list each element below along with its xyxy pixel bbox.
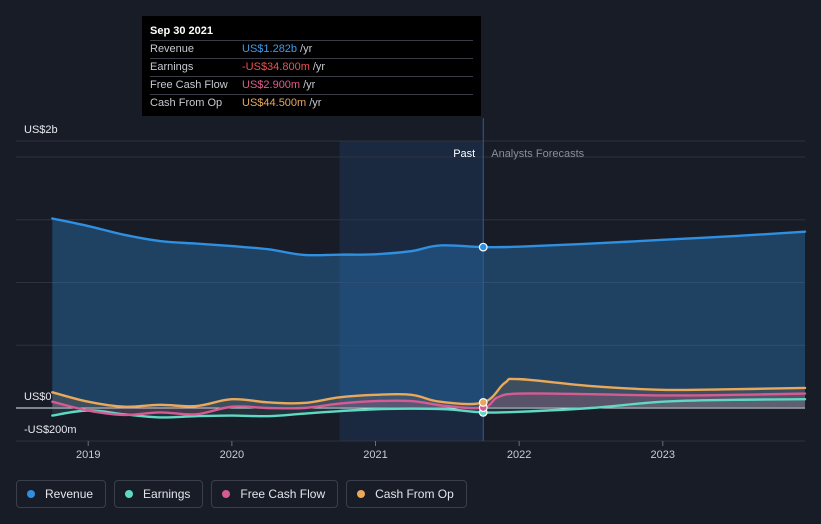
legend-dot-icon: [125, 490, 134, 498]
tooltip-value: US$1.282b: [242, 43, 298, 55]
series-markers[interactable]: [478, 242, 488, 417]
revenue-line: [51, 217, 807, 257]
legend-label: Revenue: [45, 487, 94, 501]
forecast-label: Analysts Forecasts: [491, 148, 584, 160]
legend-dot-icon: [27, 490, 35, 498]
tooltip-value: US$44.500m: [242, 97, 307, 109]
series-lines: [51, 217, 807, 419]
x-tick-label: 2023: [651, 449, 675, 461]
revenue-area: [52, 218, 805, 408]
x-tick-label: 2022: [507, 449, 531, 461]
tooltip-value: -US$34.800m: [242, 61, 310, 73]
tooltip-label: Revenue: [150, 43, 195, 55]
tooltip-unit: /yr: [312, 61, 326, 73]
x-axis: 2019 2020 2021 2022 2023: [76, 441, 675, 461]
tooltip-label: Earnings: [150, 61, 194, 73]
legend-label: Free Cash Flow: [240, 487, 326, 501]
earnings-line: [51, 398, 807, 419]
revenue-marker[interactable]: [478, 242, 488, 252]
tooltip-row-free-cash-flow: Free Cash Flow US$2.900m /yr: [150, 76, 473, 94]
legend-dot-icon: [357, 490, 366, 498]
free-cash-flow-line: [51, 392, 807, 417]
tooltip-row-earnings: Earnings -US$34.800m /yr: [150, 58, 473, 76]
tooltip-label: Free Cash Flow: [150, 79, 228, 91]
tooltip-unit: /yr: [300, 43, 313, 55]
legend-dot-icon: [222, 490, 231, 498]
tooltip-date: Sep 30 2021: [150, 25, 213, 37]
tooltip-label: Cash From Op: [150, 97, 223, 109]
y-axis-label-top: US$2b: [24, 124, 58, 136]
y-axis-label-zero: US$0: [24, 391, 52, 403]
legend-label: Cash From Op: [375, 487, 454, 501]
gridlines: [16, 140, 805, 442]
cash-from-op-line: [51, 377, 807, 409]
legend-label: Earnings: [143, 487, 191, 501]
x-tick-label: 2019: [76, 449, 100, 461]
legend-item-earnings[interactable]: Earnings: [114, 480, 204, 508]
tooltip-row-revenue: Revenue US$1.282b /yr: [150, 40, 473, 58]
legend-item-free-cash-flow[interactable]: Free Cash Flow: [211, 480, 339, 508]
cash-from-op-marker[interactable]: [478, 398, 488, 407]
past-label: Past: [453, 148, 475, 160]
past-highlight-band: [339, 141, 484, 441]
tooltip-unit: /yr: [303, 79, 316, 91]
tooltip-value: US$2.900m: [242, 79, 301, 91]
tooltip-unit: /yr: [309, 97, 322, 109]
x-tick-label: 2021: [363, 449, 387, 461]
x-tick-label: 2020: [220, 449, 244, 461]
legend-item-cash-from-op[interactable]: Cash From Op: [346, 480, 467, 508]
tooltip-row-cash-from-op: Cash From Op US$44.500m /yr: [150, 94, 473, 112]
cash-from-op-area: [52, 378, 805, 408]
data-tooltip: Sep 30 2021 Revenue US$1.282b /yr Earnin…: [142, 16, 481, 116]
y-axis-label-bottom: -US$200m: [24, 424, 77, 436]
legend-item-revenue[interactable]: Revenue: [16, 480, 107, 508]
chart-legend: Revenue Earnings Free Cash Flow Cash Fro…: [16, 480, 467, 508]
